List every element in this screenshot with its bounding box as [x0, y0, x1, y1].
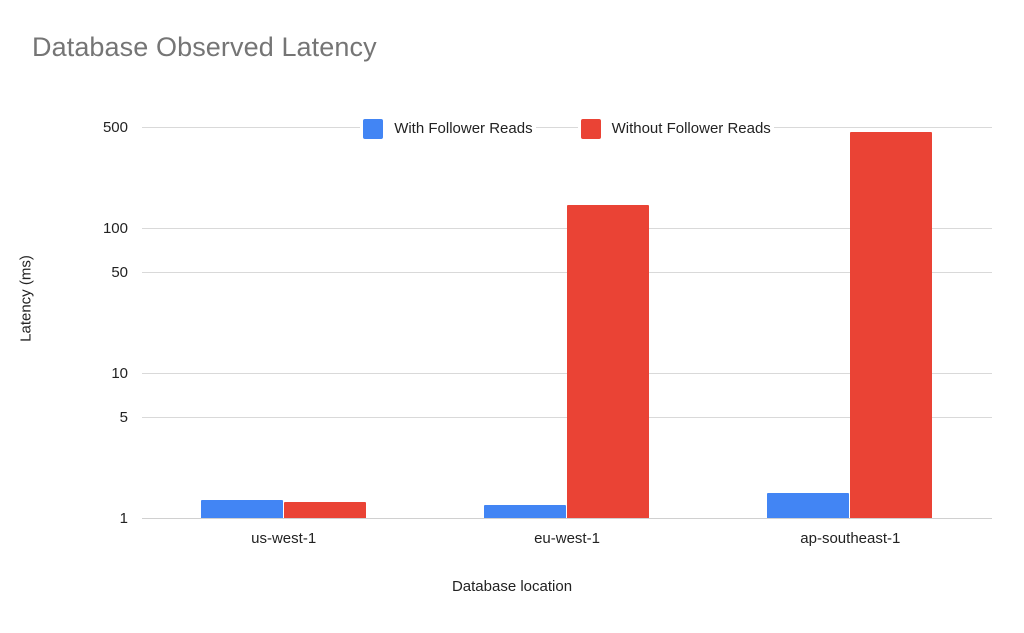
bar-eu-west-1-with-follower-reads[interactable] — [484, 504, 566, 518]
bar-us-west-1-with-follower-reads[interactable] — [200, 500, 283, 518]
plot-area — [142, 127, 992, 519]
bar-ap-southeast-1-without-follower-reads[interactable] — [850, 131, 933, 518]
y-tick-label: 1 — [119, 510, 128, 527]
y-tick-label: 100 — [102, 220, 128, 238]
bar-us-west-1-without-follower-reads[interactable] — [283, 501, 366, 518]
y-axis-tick-labels: 1 5 10 50 100 500 — [60, 120, 128, 526]
chart-legend: With Follower Reads Without Follower Read… — [142, 118, 992, 140]
y-axis-title: Latency (ms) — [17, 255, 35, 342]
gridline — [142, 518, 992, 519]
legend-swatch-icon — [580, 119, 601, 139]
gridline — [142, 127, 992, 128]
legend-label: With Follower Reads — [394, 120, 533, 137]
legend-entry-without-follower-reads[interactable]: Without Follower Reads — [577, 119, 774, 139]
x-axis-title: Database location — [451, 578, 573, 595]
y-tick-label: 5 — [119, 408, 128, 426]
x-tick-label: eu-west-1 — [534, 530, 600, 547]
x-tick-label: us-west-1 — [251, 530, 317, 547]
x-tick-label: ap-southeast-1 — [800, 530, 901, 547]
y-tick-label: 500 — [102, 119, 128, 136]
bar-eu-west-1-without-follower-reads[interactable] — [567, 204, 649, 518]
chart-title: Database Observed Latency — [32, 32, 377, 62]
bar-ap-southeast-1-with-follower-reads[interactable] — [767, 492, 850, 518]
legend-label: Without Follower Reads — [611, 120, 771, 137]
legend-swatch-icon — [363, 119, 384, 139]
legend-entry-with-follower-reads[interactable]: With Follower Reads — [360, 119, 536, 139]
x-axis-tick-labels: us-west-1 eu-west-1 ap-southeast-1 — [142, 530, 992, 554]
y-tick-label: 10 — [111, 365, 128, 383]
y-tick-label: 50 — [111, 263, 128, 281]
